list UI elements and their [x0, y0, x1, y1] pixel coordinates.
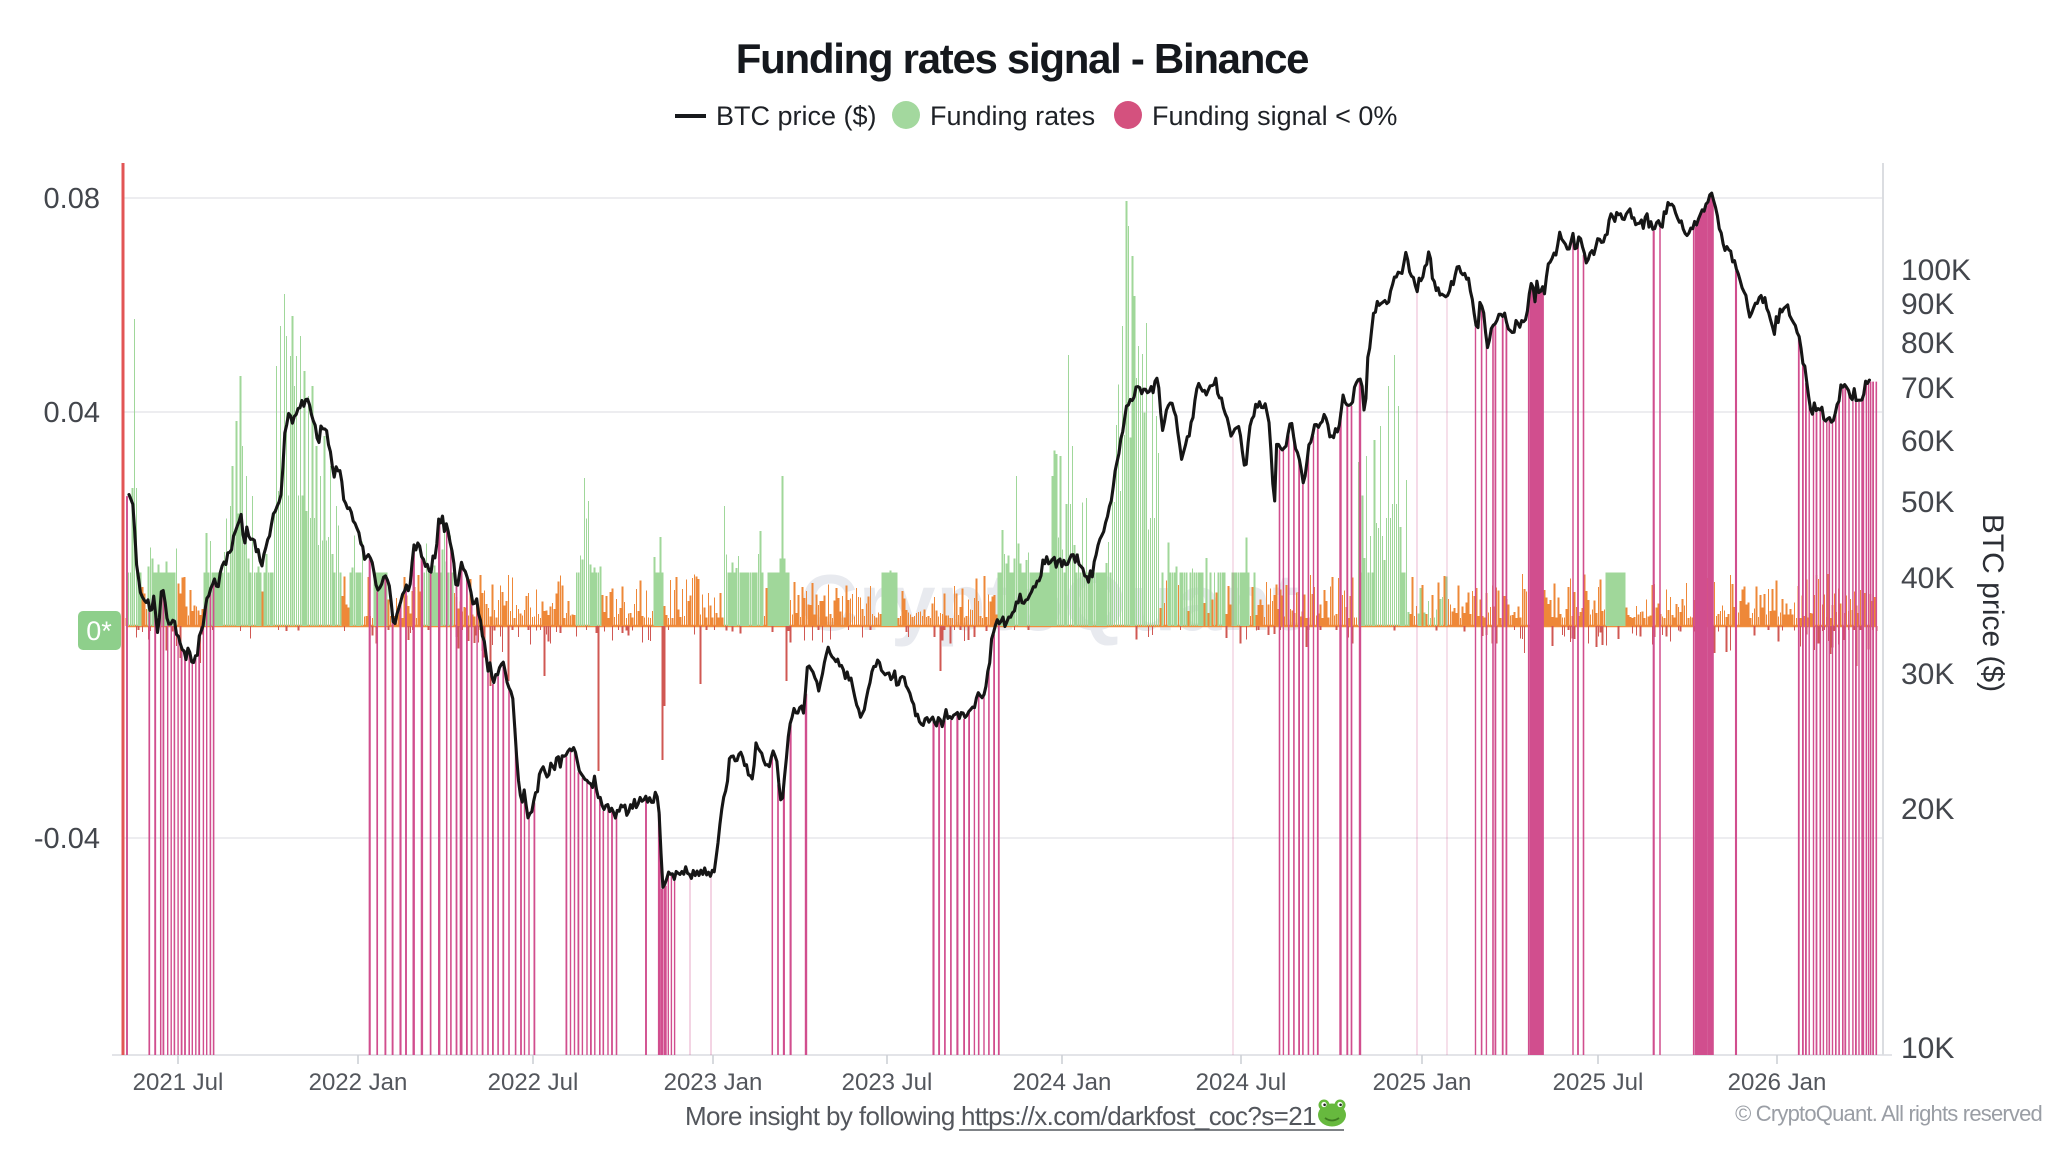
svg-text:70K: 70K — [1901, 372, 1954, 405]
svg-text:Funding rates signal - Binance: Funding rates signal - Binance — [736, 35, 1308, 82]
svg-text:90K: 90K — [1901, 288, 1954, 321]
svg-text:2021 Jul: 2021 Jul — [133, 1069, 224, 1096]
svg-text:0.08: 0.08 — [44, 183, 100, 215]
svg-text:100K: 100K — [1901, 254, 1971, 287]
svg-text:2024 Jul: 2024 Jul — [1196, 1069, 1287, 1096]
svg-text:30K: 30K — [1901, 658, 1954, 691]
svg-text:2022 Jan: 2022 Jan — [309, 1069, 408, 1096]
svg-text:BTC price ($): BTC price ($) — [716, 101, 877, 131]
svg-text:© CryptoQuant. All rights rese: © CryptoQuant. All rights reserved — [1735, 1101, 2042, 1126]
svg-text:60K: 60K — [1901, 425, 1954, 458]
svg-text:2025 Jan: 2025 Jan — [1373, 1069, 1472, 1096]
svg-text:Funding rates: Funding rates — [930, 101, 1095, 131]
svg-text:50K: 50K — [1901, 486, 1954, 519]
svg-text:2024 Jan: 2024 Jan — [1013, 1069, 1112, 1096]
svg-text:40K: 40K — [1901, 562, 1954, 595]
svg-text:20K: 20K — [1901, 793, 1954, 826]
svg-text:0.04: 0.04 — [44, 397, 100, 429]
svg-text:BTC price ($): BTC price ($) — [1976, 514, 2009, 692]
svg-text:80K: 80K — [1901, 327, 1954, 360]
svg-text:https://x.com/darkfost_coc?s=2: https://x.com/darkfost_coc?s=21 — [961, 1101, 1316, 1131]
svg-text:2026 Jan: 2026 Jan — [1728, 1069, 1827, 1096]
svg-text:Funding signal < 0%: Funding signal < 0% — [1152, 101, 1397, 131]
svg-text:2022 Jul: 2022 Jul — [488, 1069, 579, 1096]
svg-text:More insight by following: More insight by following — [685, 1101, 955, 1131]
svg-text:0*: 0* — [86, 616, 112, 646]
svg-text:-0.04: -0.04 — [34, 823, 100, 855]
svg-text:2023 Jul: 2023 Jul — [842, 1069, 933, 1096]
svg-text:2023 Jan: 2023 Jan — [664, 1069, 763, 1096]
svg-text:10K: 10K — [1901, 1032, 1954, 1065]
svg-text:2025 Jul: 2025 Jul — [1553, 1069, 1644, 1096]
